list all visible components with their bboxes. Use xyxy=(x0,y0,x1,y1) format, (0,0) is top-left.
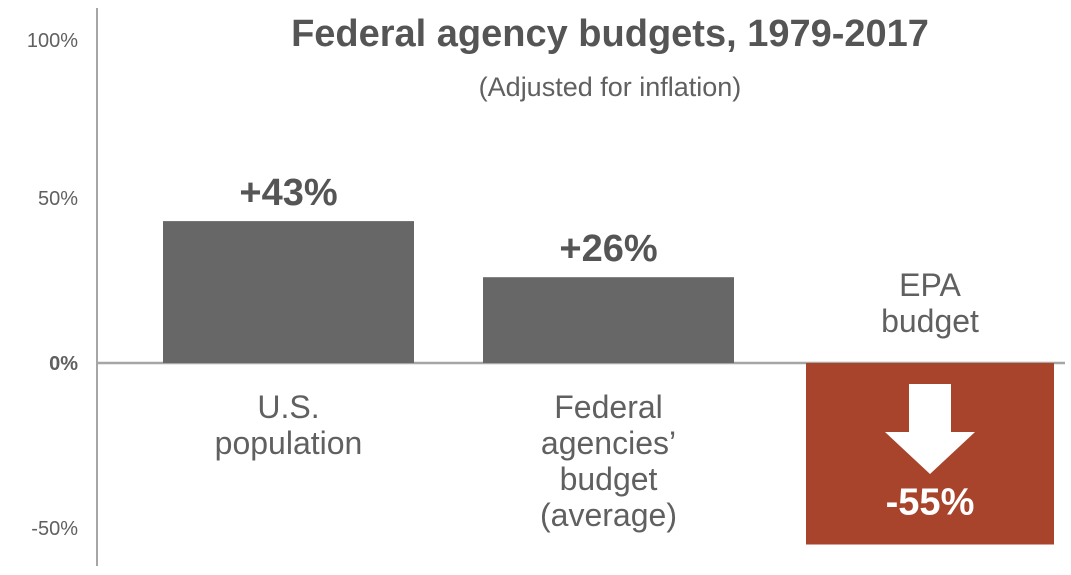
chart-title: Federal agency budgets, 1979-2017 xyxy=(291,13,929,55)
category-label: budget xyxy=(881,303,979,339)
chart-subtitle: (Adjusted for inflation) xyxy=(479,72,742,102)
y-tick-label: 50% xyxy=(38,188,78,210)
category-label: agencies’ xyxy=(541,425,676,461)
y-tick-label: 100% xyxy=(27,30,78,52)
category-label: budget xyxy=(560,461,658,497)
down-arrow-icon xyxy=(885,384,975,474)
category-label: U.S. xyxy=(257,389,319,425)
y-tick-label: -50% xyxy=(31,518,78,540)
category-label: EPA xyxy=(899,267,961,303)
value-label: +26% xyxy=(559,228,657,270)
category-label: (average) xyxy=(540,497,677,533)
y-tick-label: 0% xyxy=(49,353,78,375)
down-arrow-shape xyxy=(885,384,975,474)
value-label: -55% xyxy=(886,482,975,524)
bar xyxy=(163,221,414,363)
category-label: Federal xyxy=(554,389,663,425)
category-label: population xyxy=(215,425,363,461)
bar xyxy=(483,277,734,363)
value-label: +43% xyxy=(239,172,337,214)
